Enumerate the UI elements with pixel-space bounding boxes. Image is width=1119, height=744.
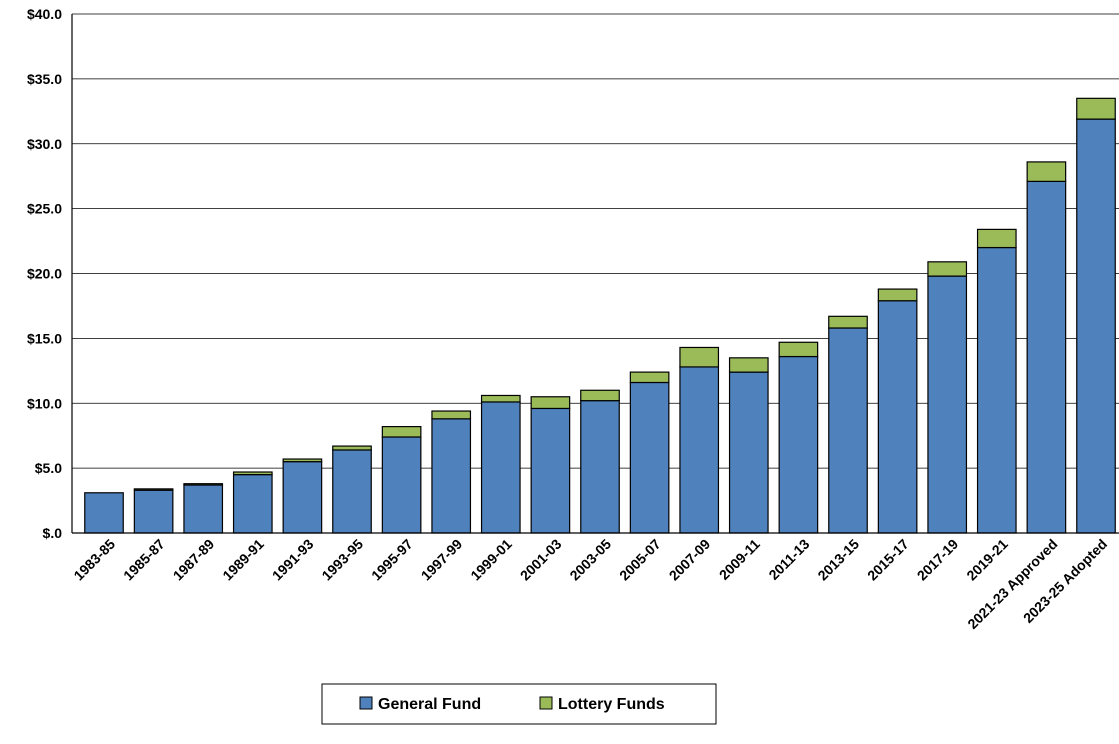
- bar-lottery-funds: [927, 261, 968, 277]
- x-tick-label: 2013-15: [814, 536, 862, 584]
- x-tick-label: 2009-11: [716, 536, 763, 583]
- legend-swatch-general-fund: [359, 696, 373, 710]
- x-tick-label: 2023-25 Adopted: [1020, 536, 1110, 626]
- bar-general-fund: [232, 474, 273, 534]
- bar-general-fund: [431, 418, 472, 534]
- bar-lottery-funds: [332, 445, 372, 451]
- x-tick-label: 2001-03: [517, 536, 565, 584]
- x-tick-label: 2005-07: [616, 536, 664, 584]
- grid-lines: [72, 13, 1119, 534]
- x-tick-label: 2021-23 Approved: [964, 536, 1060, 632]
- y-tick-label: $5.0: [35, 460, 62, 476]
- bar-general-fund: [828, 327, 868, 534]
- x-tick-label: 1999-01: [467, 536, 515, 584]
- bar-general-fund: [133, 489, 174, 534]
- bar-lottery-funds: [828, 315, 868, 329]
- x-tick-label: 2017-19: [914, 536, 962, 584]
- x-tick-label: 1985-87: [120, 536, 168, 584]
- bar-general-fund: [580, 400, 620, 534]
- bar-lottery-funds: [1026, 161, 1067, 182]
- bar-general-fund: [927, 275, 968, 534]
- x-tick-label: 1983-85: [70, 536, 118, 584]
- bar-general-fund: [1026, 180, 1067, 534]
- x-axis-tick-labels: 1983-85 1985-87 1987-89 1989-91 1991-93 1993-…: [70, 536, 1110, 632]
- bars: [84, 97, 1116, 534]
- bar-general-fund: [480, 401, 521, 534]
- x-tick-label: 2015-17: [864, 536, 912, 584]
- bar-general-fund: [728, 371, 769, 534]
- y-tick-label: $10.0: [27, 395, 62, 411]
- bar-lottery-funds: [679, 346, 720, 368]
- x-tick-label: 2019-21: [963, 536, 1011, 584]
- bar-lottery-funds: [282, 458, 323, 463]
- x-tick-label: 2003-05: [566, 536, 614, 584]
- bar-lottery-funds: [580, 389, 620, 402]
- y-tick-label: $35.0: [27, 71, 62, 87]
- bar-lottery-funds: [976, 228, 1017, 249]
- bar-general-fund: [1076, 118, 1116, 534]
- y-tick-label: $30.0: [27, 136, 62, 152]
- x-tick-label: 2007-09: [666, 536, 714, 584]
- bar-general-fund: [679, 366, 720, 534]
- legend-box: [321, 683, 717, 725]
- x-tick-label: 1987-89: [170, 536, 218, 584]
- x-tick-label: 1989-91: [219, 536, 267, 584]
- bar-general-fund: [84, 492, 124, 534]
- bar-lottery-funds: [480, 394, 521, 403]
- bar-lottery-funds: [728, 357, 769, 373]
- bar-general-fund: [381, 436, 422, 534]
- y-tick-label: $20.0: [27, 266, 62, 282]
- bar-lottery-funds: [133, 488, 174, 491]
- bar-general-fund: [183, 484, 224, 534]
- bar-lottery-funds: [232, 471, 273, 476]
- bar-lottery-funds: [1076, 97, 1116, 120]
- bar-lottery-funds: [183, 483, 224, 486]
- legend-swatch-lottery-funds: [539, 696, 553, 710]
- bar-general-fund: [629, 381, 670, 534]
- bar-general-fund: [976, 246, 1017, 534]
- bar-general-fund: [877, 300, 918, 534]
- legend-label-general-fund: General Fund: [378, 696, 481, 713]
- y-tick-label: $.0: [43, 525, 63, 541]
- bar-general-fund: [332, 449, 372, 534]
- bar-lottery-funds: [629, 371, 670, 384]
- x-tick-label: 1991-93: [269, 536, 317, 584]
- bar-lottery-funds: [877, 288, 918, 302]
- legend-label-lottery-funds: Lottery Funds: [558, 696, 665, 713]
- y-axis-tick-labels: $.0 $5.0 $10.0 $15.0 $20.0 $25.0 $30.0 $35.0 $40…: [27, 6, 62, 541]
- bar-lottery-funds: [381, 426, 422, 438]
- y-tick-label: $25.0: [27, 201, 62, 217]
- x-tick-label: 1997-99: [418, 536, 466, 584]
- y-tick-label: $40.0: [27, 6, 62, 22]
- x-tick-label: 2011-13: [765, 536, 812, 583]
- x-tick-label: 1993-95: [318, 536, 366, 584]
- bar-general-fund: [282, 461, 323, 534]
- legend: General Fund Lottery Funds: [321, 683, 717, 725]
- bar-general-fund: [530, 407, 571, 534]
- y-tick-label: $15.0: [27, 330, 62, 346]
- bar-lottery-funds: [530, 396, 571, 410]
- bar-lottery-funds: [431, 410, 472, 420]
- x-tick-label: 1995-97: [368, 536, 416, 584]
- bar-general-fund: [778, 355, 819, 534]
- bar-lottery-funds: [778, 341, 819, 358]
